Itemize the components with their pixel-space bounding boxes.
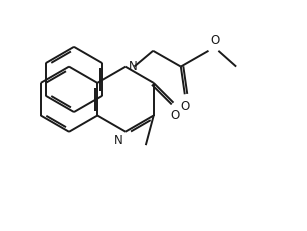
Text: N: N: [128, 60, 137, 73]
Text: O: O: [171, 109, 180, 122]
Text: O: O: [180, 100, 189, 113]
Text: N: N: [114, 134, 122, 147]
Text: O: O: [211, 34, 220, 47]
